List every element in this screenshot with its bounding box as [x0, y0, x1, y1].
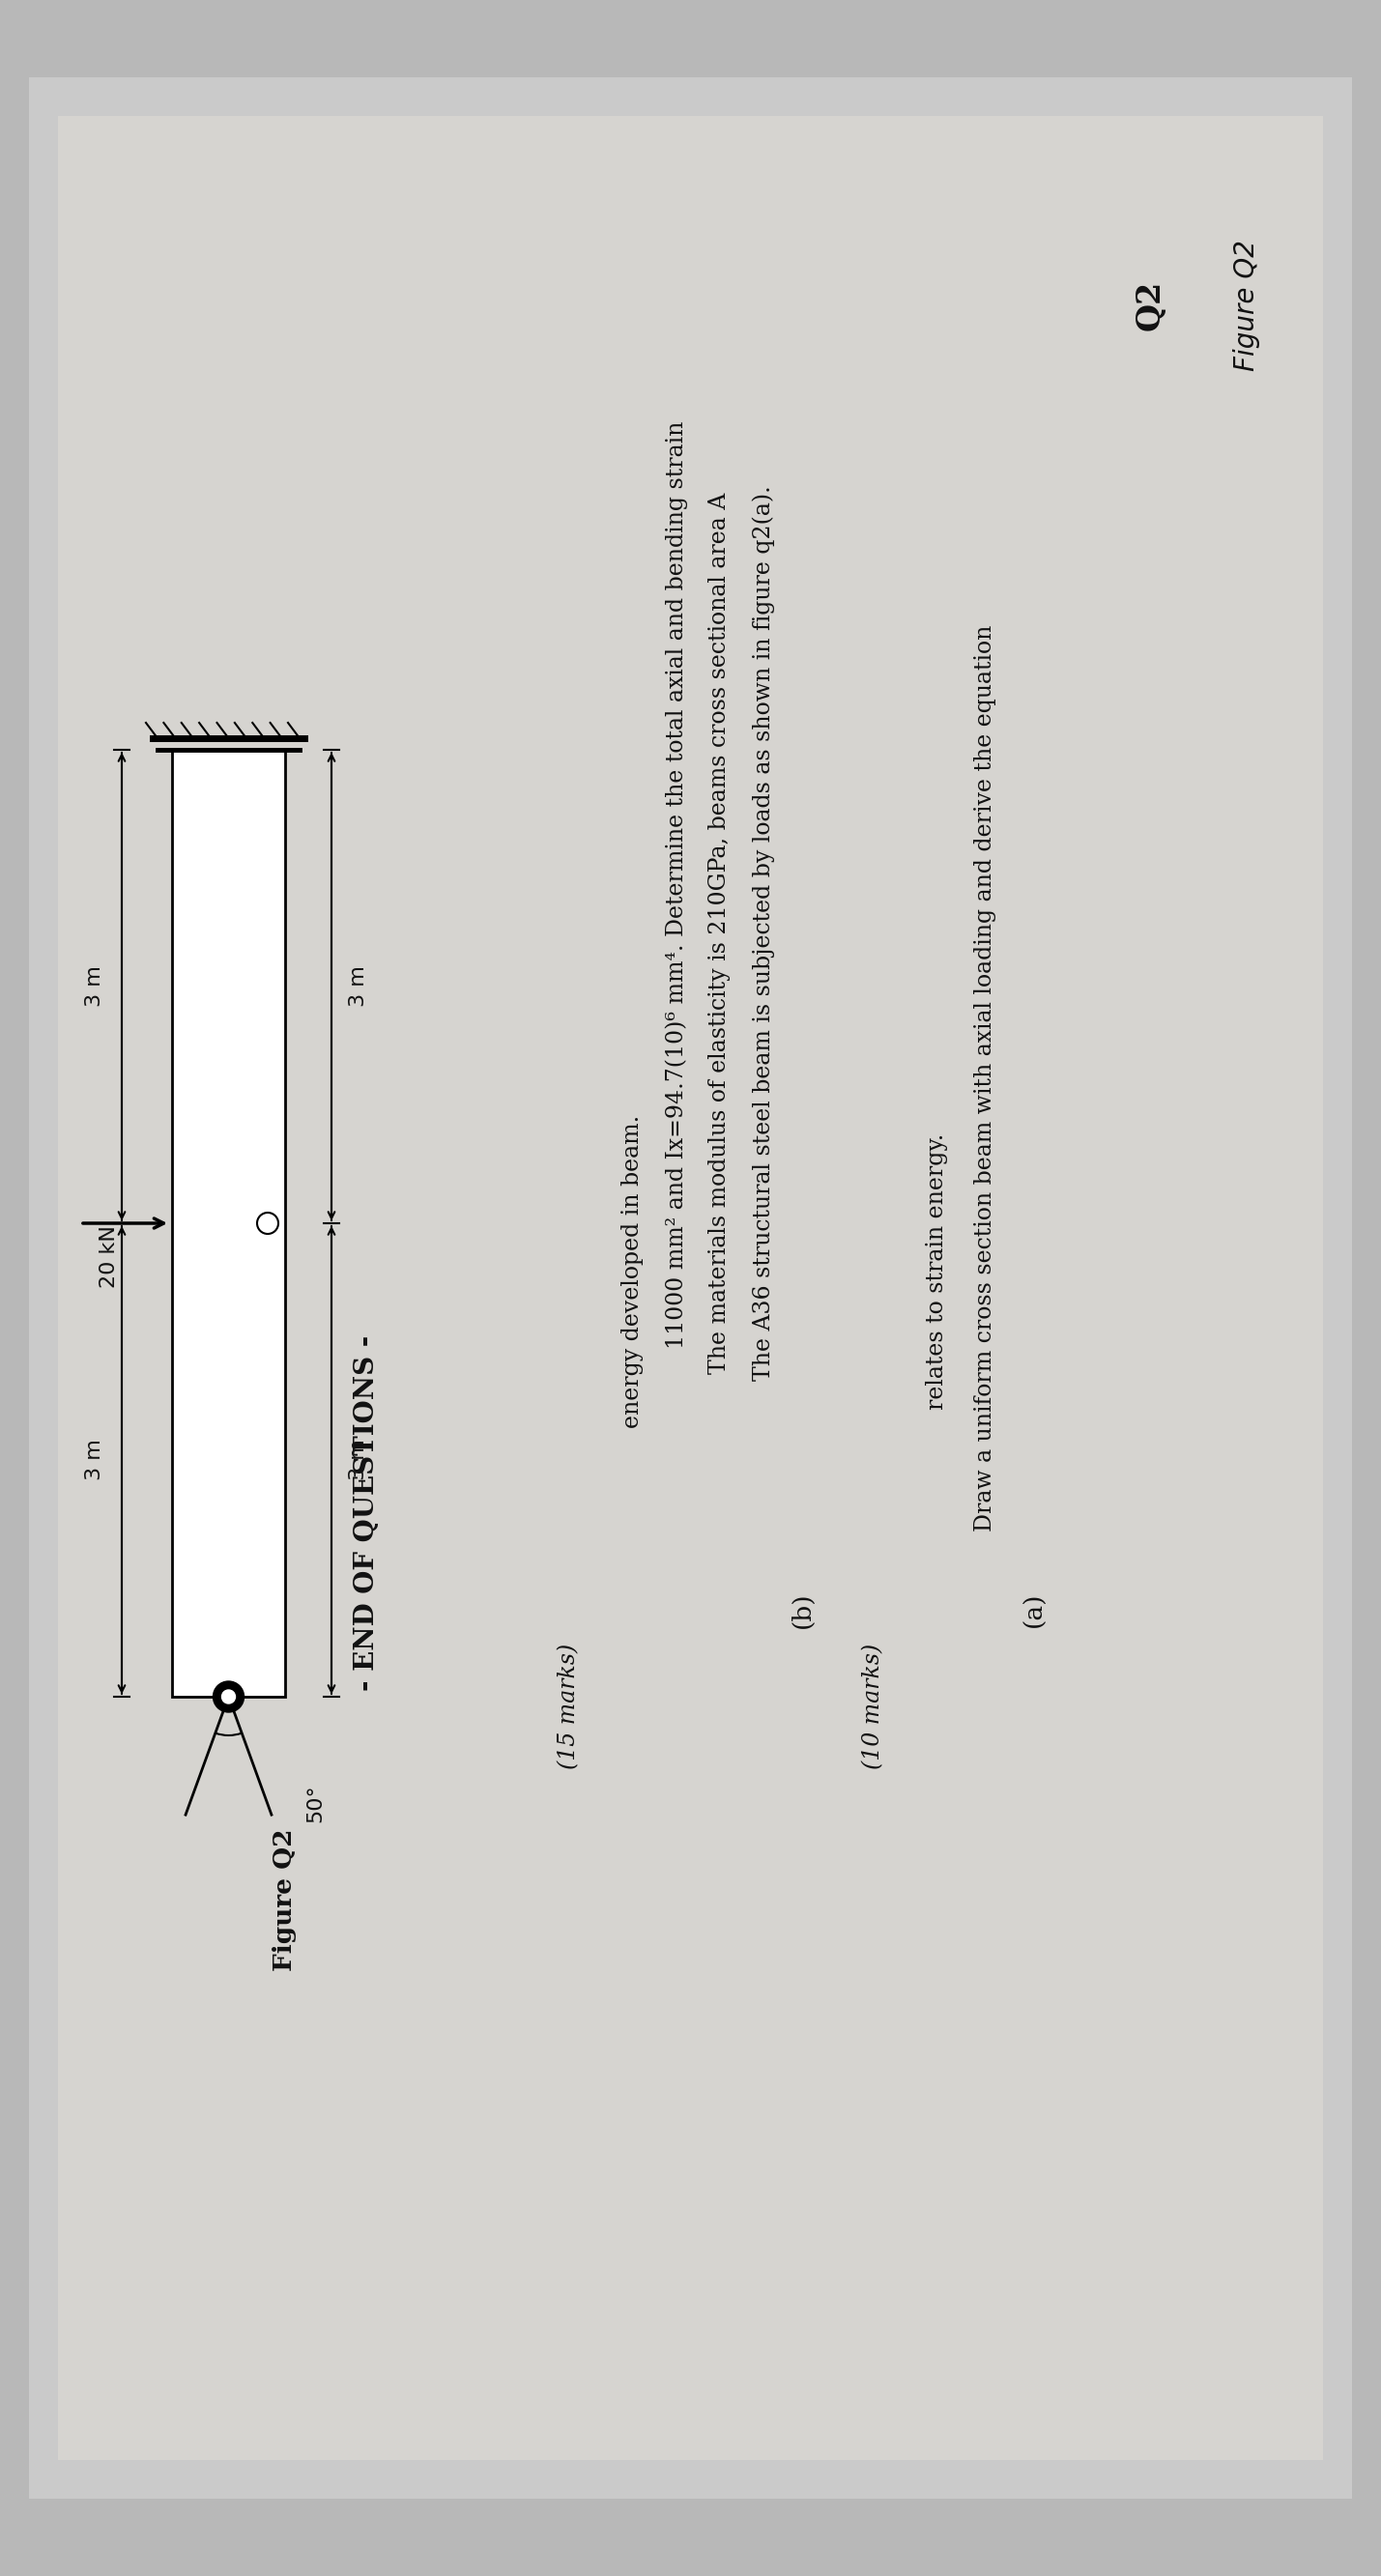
Text: The A36 structural steel beam is subjected by loads as shown in figure q2(a).: The A36 structural steel beam is subject… — [753, 487, 775, 1381]
Text: 3 m: 3 m — [349, 1440, 369, 1481]
Text: relates to strain energy.: relates to strain energy. — [927, 1133, 949, 1409]
Text: 20 kN: 20 kN — [99, 1226, 119, 1288]
Text: 3 m: 3 m — [86, 966, 105, 1007]
Text: Figure Q2: Figure Q2 — [273, 1829, 297, 1971]
Text: (15 marks): (15 marks) — [558, 1643, 580, 1770]
Text: 3 m: 3 m — [349, 966, 369, 1007]
Circle shape — [213, 1682, 244, 1713]
Text: 50°: 50° — [305, 1783, 325, 1821]
Bar — [173, 750, 284, 1698]
Text: (10 marks): (10 marks) — [862, 1643, 884, 1770]
Text: The materials modulus of elasticity is 210GPa, beams cross sectional area A: The materials modulus of elasticity is 2… — [708, 492, 731, 1373]
Text: (a): (a) — [1022, 1592, 1047, 1628]
Text: Draw a uniform cross section beam with axial loading and derive the equation: Draw a uniform cross section beam with a… — [975, 626, 997, 1533]
Text: (b): (b) — [790, 1592, 815, 1628]
Circle shape — [257, 1213, 279, 1234]
Text: - END OF QUESTIONS -: - END OF QUESTIONS - — [354, 1334, 380, 1690]
Text: energy developed in beam.: energy developed in beam. — [621, 1115, 644, 1427]
Text: 3 m: 3 m — [86, 1440, 105, 1481]
Text: Figure Q2: Figure Q2 — [1233, 240, 1261, 371]
Text: 11000 mm² and Ix=94.7(10)⁶ mm⁴. Determine the total axial and bending strain: 11000 mm² and Ix=94.7(10)⁶ mm⁴. Determin… — [666, 420, 688, 1350]
Text: Q2: Q2 — [1134, 281, 1166, 330]
Circle shape — [222, 1690, 235, 1703]
